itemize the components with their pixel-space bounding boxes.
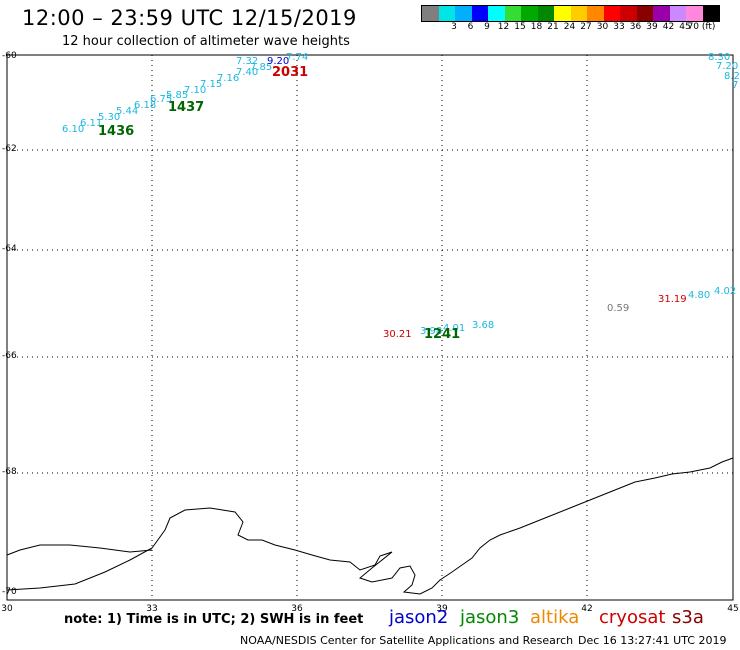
colorbar-label: 18 — [530, 22, 543, 32]
colorbar-swatch — [455, 6, 472, 21]
satellite-legend-cryosat: cryosat — [599, 607, 666, 628]
colorbar-swatch — [521, 6, 538, 21]
pass-time-label: 1436 — [98, 124, 135, 139]
wave-height-label: 8.30 — [708, 52, 731, 63]
longitude-label: 45 — [727, 604, 739, 614]
satellite-legend-jason2: jason2 — [389, 607, 449, 628]
page-subtitle: 12 hour collection of altimeter wave hei… — [62, 34, 350, 49]
longitude-label: 42 — [581, 604, 593, 614]
colorbar-label: 45 — [679, 22, 691, 32]
wave-height-label: 6.75 — [150, 94, 173, 105]
colorbar-label: 70 (ft) — [687, 22, 716, 32]
longitude-label: 30 — [1, 604, 13, 614]
colorbar-swatch — [438, 6, 455, 21]
wave-height-label: 5.44 — [116, 106, 139, 117]
wave-height-label: 6.10 — [62, 124, 85, 135]
latitude-label: -60 — [2, 51, 17, 61]
pass-time-label: 1241 — [424, 327, 461, 342]
wave-height-label: 7.85 — [250, 62, 273, 73]
colorbar-swatch — [587, 6, 604, 21]
colorbar-label: 3 — [451, 22, 457, 32]
footer-date: Dec 16 13:27:41 UTC 2019 — [578, 634, 727, 647]
colorbar-label: 12 — [497, 22, 510, 32]
wave-height-label: 7.16 — [217, 73, 240, 84]
wave-height-label: 6.18 — [134, 100, 157, 111]
wave-height-label: 3.68 — [472, 320, 495, 331]
colorbar-label: 21 — [547, 22, 559, 32]
wave-height-label: 7.40 — [236, 67, 259, 78]
wave-height-label: 4.80 — [688, 290, 711, 301]
coastline-path — [6, 544, 153, 556]
colorbar-label: 30 — [596, 22, 609, 32]
wave-height-label: 4.02 — [714, 286, 737, 297]
colorbar-swatch — [554, 6, 571, 21]
colorbar-swatch — [636, 6, 653, 21]
longitude-label: 39 — [436, 604, 448, 614]
latitude-label: -70 — [2, 587, 17, 597]
pass-time-label: 2031 — [272, 65, 309, 80]
colorbar-swatch — [603, 6, 620, 21]
footer-credit: NOAA/NESDIS Center for Satellite Applica… — [240, 634, 574, 647]
coastline — [6, 457, 734, 595]
colorbar-swatch — [653, 6, 670, 21]
latitude-label: -64 — [2, 244, 17, 254]
colorbar-swatch — [537, 6, 554, 21]
colorbar-swatch — [686, 6, 703, 21]
wave-height-label: 6.11 — [80, 118, 103, 129]
colorbar — [421, 5, 720, 22]
latitude-label: -66 — [2, 351, 17, 361]
wave-height-label: 3.98 — [420, 326, 443, 337]
wave-height-label: 30.21 — [383, 329, 412, 340]
wave-height-label: 7.20 — [716, 61, 739, 72]
wave-height-label: 5.85 — [166, 90, 189, 101]
wave-height-label: 4.01 — [443, 323, 466, 334]
wave-height-label: 31.19 — [658, 294, 687, 305]
wave-height-label: 9.20 — [267, 56, 290, 67]
wave-height-label: 7 — [732, 80, 739, 91]
colorbar-label: 24 — [563, 22, 576, 32]
wave-height-label: 7.15 — [200, 79, 223, 90]
colorbar-label: 9 — [484, 22, 490, 32]
colorbar-label: 27 — [580, 22, 592, 32]
colorbar-swatch — [504, 6, 521, 21]
satellite-legend-s3a: s3a — [672, 607, 704, 628]
longitude-label: 33 — [146, 604, 158, 614]
colorbar-label: 33 — [613, 22, 625, 32]
latitude-label: -62 — [2, 144, 17, 154]
colorbar-swatch — [669, 6, 686, 21]
coastline-path — [6, 457, 734, 595]
satellite-legend-jason3: jason3 — [460, 607, 520, 628]
colorbar-label: 42 — [662, 22, 675, 32]
wave-height-label: 8.2 — [724, 71, 740, 82]
wave-height-label: 0.59 — [607, 303, 630, 314]
wave-height-label: 7.10 — [184, 85, 207, 96]
wave-height-label: 7.74 — [286, 52, 309, 63]
colorbar-label: 36 — [629, 22, 642, 32]
wave-height-label: 5.30 — [98, 112, 121, 123]
satellite-legend-altika: altika — [530, 607, 580, 628]
page-title: 12:00 – 23:59 UTC 12/15/2019 — [22, 6, 357, 30]
map-frame — [6, 54, 734, 601]
colorbar-swatch — [422, 6, 439, 21]
wave-height-label: 7.32 — [236, 56, 259, 67]
colorbar-swatch — [570, 6, 587, 21]
colorbar-swatch — [620, 6, 637, 21]
grid-lines — [7, 55, 733, 600]
colorbar-swatch — [488, 6, 505, 21]
colorbar-label: 15 — [514, 22, 526, 32]
colorbar-label: 6 — [467, 22, 474, 32]
latitude-label: -68 — [2, 467, 17, 477]
colorbar-swatch — [471, 6, 488, 21]
note-text: note: 1) Time is in UTC; 2) SWH is in fe… — [64, 612, 364, 627]
colorbar-label: 39 — [646, 22, 658, 32]
longitude-label: 36 — [291, 604, 303, 614]
pass-time-label: 1437 — [168, 100, 205, 115]
colorbar-swatch — [702, 6, 719, 21]
